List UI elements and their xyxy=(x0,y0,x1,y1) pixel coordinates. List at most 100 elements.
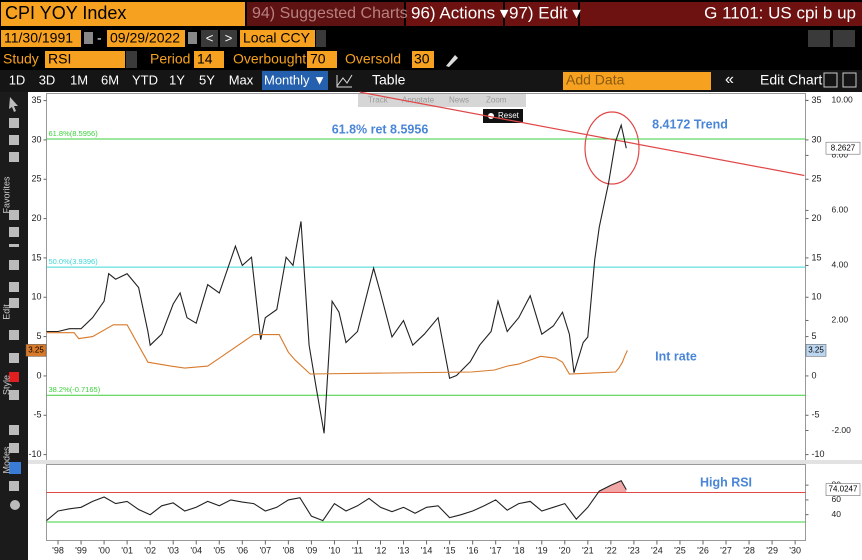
next-btn[interactable] xyxy=(220,30,237,47)
chart-bg xyxy=(28,92,862,560)
x-tick-label: '19 xyxy=(536,545,548,555)
tool[interactable] xyxy=(9,390,19,400)
calendar-icon[interactable] xyxy=(188,32,197,44)
date-separator: - xyxy=(97,30,102,46)
fib-label: 61.8%(8.5956) xyxy=(49,129,99,138)
settings-icon[interactable] xyxy=(823,72,838,88)
calendar-icon[interactable] xyxy=(84,32,93,44)
range-btn[interactable]: 1D xyxy=(9,72,26,87)
overbought-value: 70 xyxy=(310,51,326,67)
currency-dropdown[interactable] xyxy=(316,30,326,47)
period-label: Period xyxy=(150,51,190,67)
x-tick-label: '05 xyxy=(213,545,225,555)
suggested-btn[interactable] xyxy=(247,2,404,26)
sidebar-icons xyxy=(9,97,21,510)
redo-btn[interactable] xyxy=(833,30,855,47)
x-tick-label: '25 xyxy=(674,545,686,555)
y-tick-label: 35 xyxy=(31,95,41,105)
annotation: 61.8% ret 8.5956 xyxy=(332,122,429,136)
study-dropdown[interactable] xyxy=(126,51,137,68)
y2-tick-label: -2.00 xyxy=(832,425,852,435)
add-data-box[interactable] xyxy=(563,72,711,90)
range-btn[interactable]: Max xyxy=(229,72,254,87)
last-value: 8.2627 xyxy=(831,143,856,152)
chart-type-icon[interactable] xyxy=(336,74,353,88)
tool[interactable] xyxy=(9,244,19,247)
x-tick-label: '23 xyxy=(628,545,640,555)
settings-tool[interactable] xyxy=(10,500,20,510)
tool[interactable] xyxy=(9,330,19,340)
tool[interactable] xyxy=(9,298,19,308)
prev-btn[interactable] xyxy=(201,30,218,47)
tool[interactable] xyxy=(9,282,19,292)
series-line xyxy=(46,123,627,434)
last-value: 74.0247 xyxy=(829,485,858,494)
end-date-box[interactable] xyxy=(107,30,185,47)
tool[interactable] xyxy=(9,260,19,270)
pencil-icon[interactable] xyxy=(446,55,458,67)
edit-chart-btn[interactable]: Edit Chart xyxy=(760,72,822,88)
tool[interactable] xyxy=(9,118,19,128)
range-btn[interactable]: 5Y xyxy=(199,72,215,87)
tool[interactable] xyxy=(9,353,19,363)
tool[interactable] xyxy=(9,227,19,237)
tool[interactable] xyxy=(9,481,19,491)
y2-tick-label: 2.00 xyxy=(832,315,849,325)
zoom-icon[interactable] xyxy=(842,72,857,88)
y2-tick-label: 10.00 xyxy=(832,95,854,105)
chart-tool: Track xyxy=(368,96,389,105)
x-tick-label: '99 xyxy=(75,545,87,555)
range-btn[interactable]: 6M xyxy=(101,72,119,87)
period-box[interactable] xyxy=(194,51,224,68)
tool[interactable] xyxy=(9,210,19,220)
y-tick-label: 0 xyxy=(36,370,41,380)
tool[interactable] xyxy=(9,135,19,145)
collapse-btn[interactable]: « xyxy=(725,71,734,88)
next-label: > xyxy=(225,30,233,45)
start-date-box[interactable] xyxy=(1,30,81,47)
overbought-box[interactable] xyxy=(307,51,337,68)
x-tick-label: '98 xyxy=(52,545,64,555)
undo-btn[interactable] xyxy=(808,30,830,47)
y-tick-label: 10 xyxy=(31,292,41,302)
x-tick-label: '03 xyxy=(167,545,179,555)
function-bar xyxy=(580,2,862,26)
frequency-btn[interactable] xyxy=(262,71,328,90)
x-tick-label: '04 xyxy=(190,545,202,555)
y2-tick-label: 4.00 xyxy=(832,260,849,270)
annotation: Int rate xyxy=(655,349,697,363)
study-box[interactable] xyxy=(45,51,125,68)
y2-tick-label: 6.00 xyxy=(832,205,849,215)
mode-tool[interactable] xyxy=(9,462,21,474)
edit-btn[interactable] xyxy=(505,2,578,26)
tool[interactable] xyxy=(9,443,19,453)
cursor-tool[interactable] xyxy=(9,97,18,112)
range-btn[interactable]: 1Y xyxy=(169,72,185,87)
range-btn[interactable]: YTD xyxy=(132,72,158,87)
tool[interactable] xyxy=(9,425,19,435)
y-tick-label: 20 xyxy=(31,213,41,223)
rsi-tick-label: 60 xyxy=(832,494,842,504)
sidebar-label: Edit xyxy=(1,304,11,320)
ticker-box[interactable] xyxy=(1,2,245,26)
last-value-box xyxy=(825,483,861,496)
series-line xyxy=(46,324,628,375)
x-tick-label: '22 xyxy=(605,545,617,555)
color-tool[interactable] xyxy=(9,372,19,382)
x-tick-label: '15 xyxy=(444,545,456,555)
x-tick-label: '20 xyxy=(559,545,571,555)
range-btn[interactable]: 1M xyxy=(70,72,88,87)
tool[interactable] xyxy=(9,152,19,162)
x-tick-label: '18 xyxy=(513,545,525,555)
actions-btn[interactable] xyxy=(406,2,503,26)
x-tick-label: '29 xyxy=(766,545,778,555)
currency-box[interactable] xyxy=(240,30,315,47)
panel-divider[interactable] xyxy=(28,460,862,464)
oversold-box[interactable] xyxy=(412,51,434,68)
sidebar-label: Favorites xyxy=(1,176,11,214)
table-btn[interactable]: Table xyxy=(372,72,406,88)
reset-btn[interactable] xyxy=(483,109,523,123)
x-tick-label: '21 xyxy=(582,545,594,555)
range-btn[interactable]: 3D xyxy=(39,72,56,87)
